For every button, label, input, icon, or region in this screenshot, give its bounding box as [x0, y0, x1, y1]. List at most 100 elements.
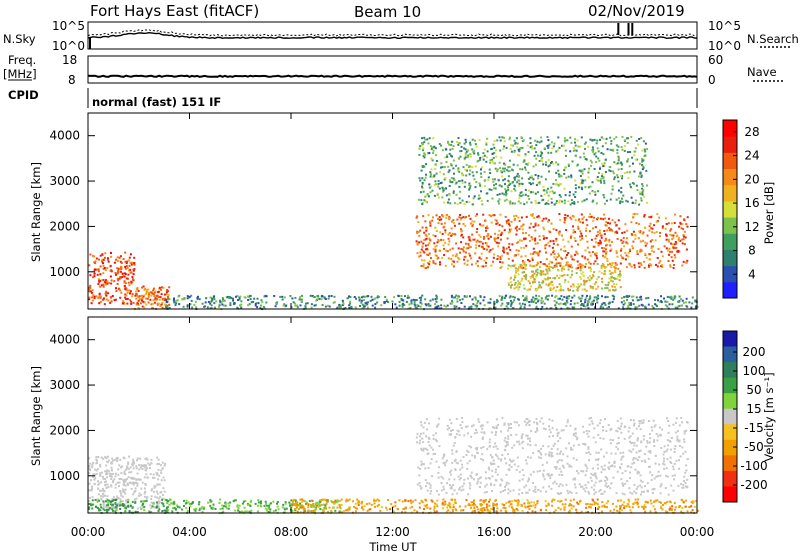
scatter-cell [576, 200, 579, 203]
scatter-cell [142, 506, 145, 509]
scatter-cell [550, 253, 553, 256]
scatter-cell [610, 192, 613, 195]
scatter-cell [563, 199, 566, 202]
scatter-cell [500, 459, 502, 462]
scatter-cell [572, 149, 575, 152]
scatter-cell [426, 506, 429, 509]
scatter-cell [532, 296, 535, 299]
scatter-cell [551, 283, 554, 286]
scatter-cell [518, 220, 521, 222]
scatter-cell [531, 258, 534, 261]
scatter-cell [629, 509, 632, 512]
scatter-cell [440, 181, 443, 184]
scatter-cell [635, 222, 638, 225]
scatter-cell [576, 163, 579, 166]
scatter-cell [183, 505, 185, 507]
scatter-cell [527, 288, 530, 291]
scatter-cell [501, 261, 504, 264]
scatter-cell [112, 496, 115, 499]
scatter-cell [439, 182, 442, 185]
scatter-cell [549, 283, 552, 286]
scatter-cell [492, 426, 494, 429]
scatter-cell [119, 498, 122, 501]
scatter-cell [100, 481, 103, 484]
scatter-cell [557, 303, 560, 305]
scatter-cell [511, 243, 514, 246]
scatter-cell [112, 481, 114, 484]
scatter-cell [244, 510, 247, 513]
scatter-cell [579, 145, 582, 148]
scatter-cell [672, 236, 675, 239]
scatter-cell [562, 429, 565, 432]
scatter-cell [614, 452, 617, 455]
scatter-cell [662, 503, 664, 506]
scatter-cell [627, 151, 629, 154]
scatter-cell [131, 293, 134, 295]
scatter-cell [424, 303, 427, 306]
scatter-cell [429, 191, 432, 194]
scatter-cell [608, 277, 611, 280]
scatter-cell [461, 463, 464, 466]
scatter-cell [630, 466, 633, 469]
scatter-cell [434, 248, 437, 251]
scatter-cell [527, 195, 530, 198]
scatter-cell [127, 483, 130, 486]
scatter-cell [111, 508, 114, 511]
scatter-cell [597, 150, 600, 153]
scatter-cell [602, 263, 604, 265]
scatter-cell [443, 254, 446, 256]
scatter-cell [605, 137, 608, 140]
scatter-cell [462, 216, 465, 219]
scatter-cell [534, 222, 537, 225]
scatter-cell [438, 143, 441, 145]
scatter-cell [447, 233, 450, 236]
scatter-cell [616, 174, 619, 177]
scatter-cell [546, 272, 549, 275]
scatter-cell [318, 500, 321, 503]
scatter-cell [609, 228, 612, 231]
scatter-cell [570, 254, 573, 257]
scatter-cell [569, 289, 571, 292]
scatter-cell [530, 300, 533, 303]
scatter-cell [160, 464, 162, 467]
scatter-cell [103, 480, 106, 483]
scatter-cell [109, 275, 112, 278]
scatter-cell [517, 148, 520, 151]
scatter-cell [195, 507, 198, 510]
scatter-cell [545, 490, 547, 493]
scatter-cell [97, 508, 100, 511]
scatter-cell [364, 302, 367, 305]
scatter-cell [135, 465, 138, 468]
scatter-cell [105, 464, 108, 467]
scatter-cell [445, 194, 448, 197]
scatter-cell [360, 502, 363, 505]
scatter-cell [463, 142, 466, 145]
scatter-cell [332, 501, 335, 503]
scatter-cell [509, 230, 512, 233]
scatter-cell [578, 218, 581, 221]
scatter-cell [229, 304, 232, 307]
scatter-cell [105, 480, 107, 483]
scatter-cell [540, 136, 543, 139]
scatter-cell [324, 504, 327, 507]
scatter-cell [511, 507, 514, 510]
scatter-cell [603, 455, 606, 458]
scatter-cell [496, 298, 498, 301]
scatter-cell [147, 462, 150, 465]
scatter-cell [387, 301, 390, 304]
scatter-cell [597, 434, 600, 436]
scatter-cell [557, 149, 559, 152]
scatter-cell [540, 194, 543, 197]
scatter-cell [189, 503, 191, 505]
scatter-cell [494, 187, 497, 190]
scatter-cell [333, 295, 336, 298]
scatter-cell [108, 472, 111, 475]
scatter-cell [451, 147, 454, 150]
scatter-cell [595, 254, 598, 257]
scatter-cell [569, 276, 572, 279]
scatter-cell [123, 507, 126, 510]
scatter-cell [535, 157, 538, 160]
scatter-cell [452, 503, 455, 506]
scatter-cell [94, 498, 97, 501]
scatter-cell [550, 186, 553, 189]
